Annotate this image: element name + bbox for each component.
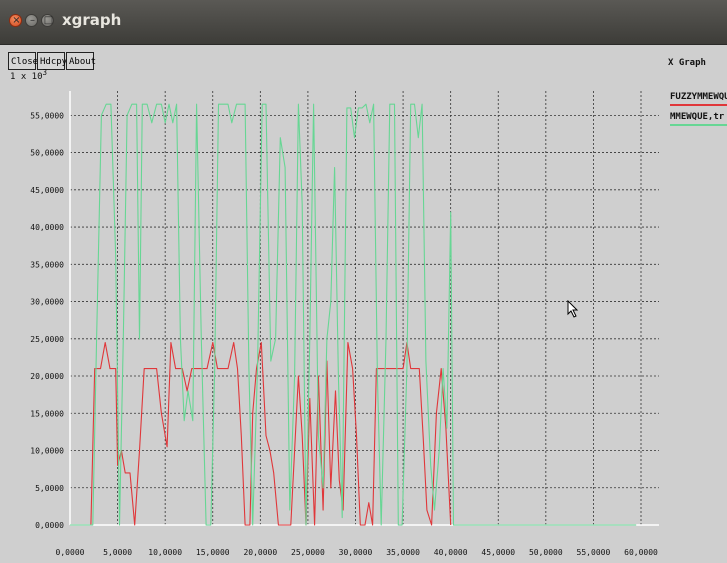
x-tick-label: 45,0000 (481, 548, 515, 557)
legend-entry: MMEWQUE,tr (670, 112, 727, 132)
about-button[interactable]: About (66, 52, 96, 70)
x-tick-label: 15,0000 (196, 548, 230, 557)
window-maximize-button[interactable]: □ (41, 14, 54, 27)
minimize-icon: – (30, 15, 35, 26)
y-tick-label: 0,0000 (35, 521, 64, 530)
y-tick-label: 10,0000 (30, 447, 64, 456)
y-tick-label: 15,0000 (30, 409, 64, 418)
series-line-1 (70, 341, 452, 526)
x-tick-label: 35,0000 (386, 548, 420, 557)
window-minimize-button[interactable]: – (25, 14, 38, 27)
x-tick-label: 5,0000 (103, 548, 132, 557)
close-icon: × (12, 15, 21, 26)
x-tick-label: 50,0000 (529, 548, 563, 557)
x-tick-label: 30,0000 (339, 548, 373, 557)
legend-swatch (670, 124, 727, 126)
legend-label: MMEWQUE,tr (670, 112, 725, 122)
legend-swatch (670, 104, 727, 106)
close-button[interactable]: Close (8, 52, 38, 70)
y-tick-label: 25,0000 (30, 335, 64, 344)
window-close-button[interactable]: × (9, 14, 22, 27)
maximize-icon: □ (43, 15, 54, 26)
legend-label: FUZZYMMEWQUE, (670, 92, 727, 102)
x-tick-label: 60,0000 (624, 548, 658, 557)
series-line-2 (70, 103, 637, 526)
y-tick-label: 50,0000 (30, 149, 64, 158)
scale-label: 1 x 103 (10, 68, 48, 82)
x-tick-label: 25,0000 (291, 548, 325, 557)
y-tick-label: 40,0000 (30, 223, 64, 232)
y-tick-label: 45,0000 (30, 186, 64, 195)
y-tick-label: 5,0000 (35, 484, 64, 493)
x-tick-label: 20,0000 (243, 548, 277, 557)
x-tick-label: 10,0000 (148, 548, 182, 557)
window-title: xgraph (62, 11, 122, 29)
hardcopy-button[interactable]: Hdcpy (37, 52, 67, 70)
y-tick-label: 55,0000 (30, 111, 64, 120)
y-tick-label: 20,0000 (30, 372, 64, 381)
y-tick-label: 30,0000 (30, 298, 64, 307)
y-tick-label: 35,0000 (30, 260, 64, 269)
x-tick-label: 55,0000 (577, 548, 611, 557)
x-tick-label: 0,0000 (56, 548, 85, 557)
graph-title: X Graph (668, 58, 706, 68)
title-bar[interactable]: × – □ xgraph (0, 0, 727, 45)
x-tick-label: 40,0000 (434, 548, 468, 557)
scale-exponent: 3 (42, 68, 48, 77)
mouse-pointer-icon (567, 300, 579, 318)
legend: FUZZYMMEWQUE, MMEWQUE,tr (670, 92, 727, 132)
legend-entry: FUZZYMMEWQUE, (670, 92, 727, 112)
